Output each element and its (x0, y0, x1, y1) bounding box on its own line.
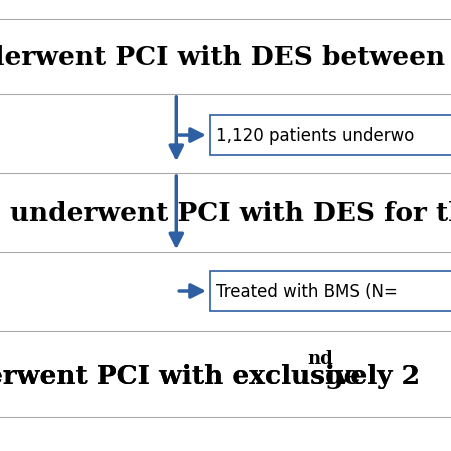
Text: nd: nd (307, 349, 332, 367)
FancyBboxPatch shape (210, 272, 451, 311)
Text: erwent PCI with exclusively 2: erwent PCI with exclusively 2 (0, 363, 419, 388)
Text: Treated with BMS (N=: Treated with BMS (N= (216, 282, 397, 300)
Text: erwent PCI with exclusively 2: erwent PCI with exclusively 2 (0, 363, 419, 388)
Text: 1,120 patients underwo: 1,120 patients underwo (216, 127, 414, 145)
Text: ge: ge (316, 363, 360, 388)
FancyBboxPatch shape (210, 116, 451, 156)
Text: derwent PCI with DES between 20: derwent PCI with DES between 20 (0, 45, 451, 70)
Text: s underwent PCI with DES for the: s underwent PCI with DES for the (0, 201, 451, 226)
